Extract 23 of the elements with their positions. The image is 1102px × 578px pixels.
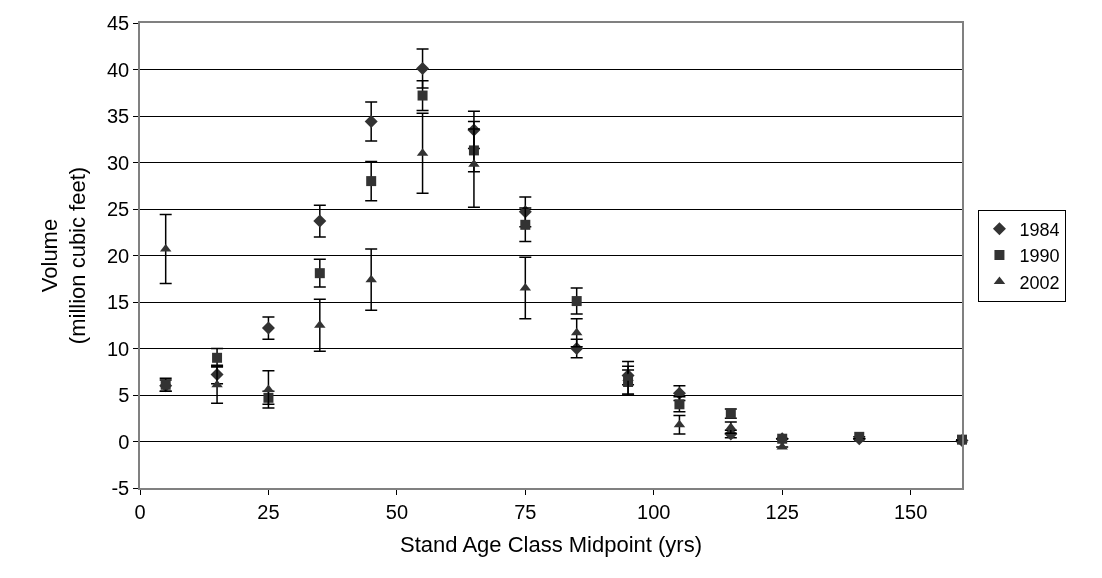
x-tick-label: 0 [134, 500, 146, 523]
x-tick-label: 100 [637, 500, 671, 523]
y-tick-label: 30 [107, 151, 130, 174]
y-tick-label: 45 [107, 12, 130, 34]
y-tick-label: 15 [107, 291, 130, 313]
x-tick-label: 150 [893, 500, 928, 523]
y-tick-label: 20 [107, 244, 130, 267]
y-tick-label: 25 [107, 198, 130, 220]
y-tick-label: 40 [107, 58, 130, 81]
y-tick-label: -5 [111, 477, 130, 499]
legend-label: 1990 [1019, 246, 1060, 267]
y-tick-label: 35 [107, 105, 130, 127]
legend-label: 2002 [1019, 272, 1060, 293]
x-axis-title: Stand Age Class Midpoint (yrs) [399, 532, 703, 558]
x-tick-label: 75 [514, 500, 537, 523]
x-tick-label: 25 [257, 500, 280, 523]
y-tick-label: 5 [118, 384, 130, 406]
y-axis-title: Volume (million cubic feet) [36, 166, 91, 345]
x-tick-label: 50 [385, 500, 409, 523]
legend-label: 1984 [1019, 219, 1060, 240]
y-tick-label: 10 [107, 337, 130, 360]
x-tick-label: 125 [765, 500, 799, 523]
y-tick-label: 0 [118, 430, 130, 453]
